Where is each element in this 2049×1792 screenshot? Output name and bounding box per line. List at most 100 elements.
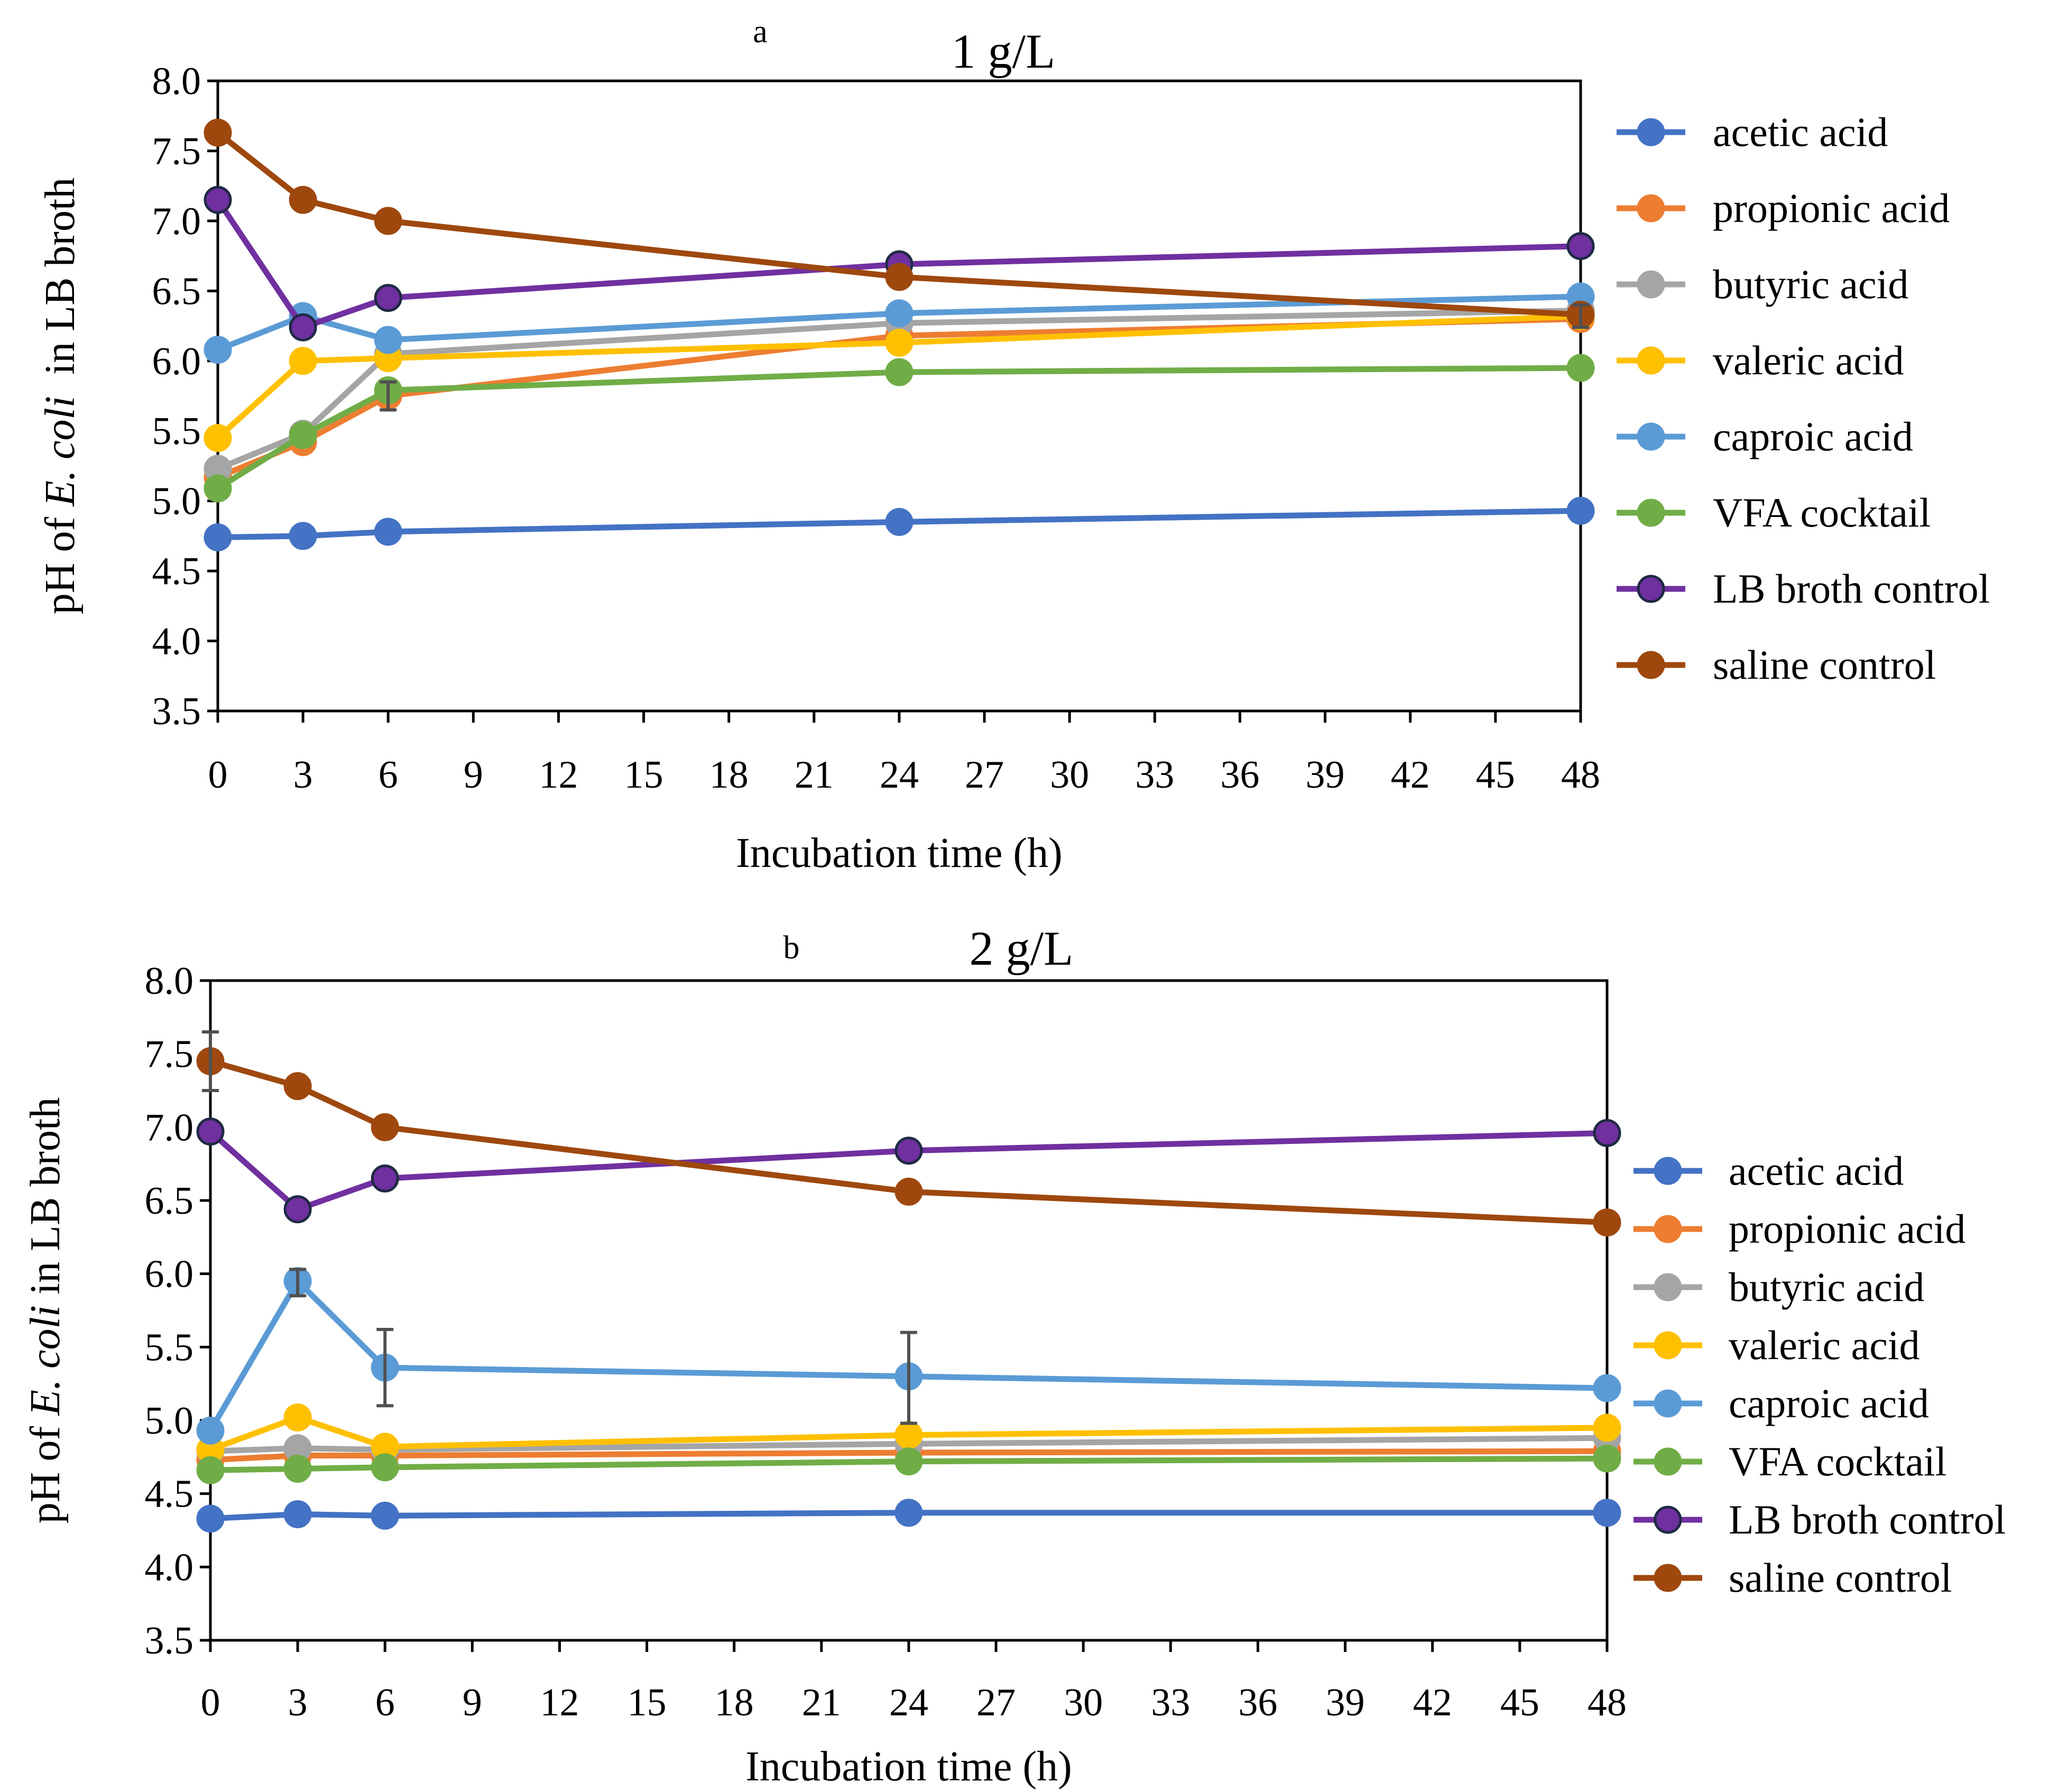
legend-item: VFA cocktail (1633, 1438, 1946, 1484)
legend-swatch-marker (1654, 1447, 1682, 1476)
data-point (1593, 1414, 1621, 1442)
x-axis-title: Incubation time (h) (736, 830, 1063, 876)
legend-item: saline control (1633, 1555, 1952, 1601)
data-point (885, 299, 913, 328)
x-tick-label: 42 (1413, 1681, 1452, 1724)
data-point (885, 507, 913, 536)
x-tick-label: 36 (1221, 753, 1260, 797)
legend-label: valeric acid (1729, 1322, 1920, 1368)
y-axis-title-suffix: in LB broth (22, 1097, 69, 1305)
data-point (894, 1177, 923, 1206)
data-point (371, 1501, 399, 1530)
legend-item: LB broth control (1633, 1497, 2006, 1542)
y-tick-label: 6.0 (152, 340, 201, 383)
x-tick-label: 27 (965, 753, 1004, 797)
legend-item: saline control (1617, 642, 1936, 688)
x-tick-label: 24 (880, 753, 919, 797)
data-point (283, 1072, 312, 1101)
data-point (885, 358, 913, 386)
x-tick-label: 21 (795, 753, 834, 797)
data-point (204, 186, 232, 214)
y-axis-title-organism: E. coli (37, 396, 84, 507)
x-tick-label: 0 (208, 753, 228, 797)
legend-item: LB broth control (1617, 566, 1990, 612)
x-tick-label: 48 (1587, 1681, 1627, 1724)
y-tick-label: 6.5 (145, 1179, 194, 1223)
data-point (283, 1403, 312, 1431)
y-tick-label: 4.5 (152, 550, 201, 593)
y-tick-label: 4.0 (152, 620, 201, 663)
legend-item: propionic acid (1633, 1206, 1965, 1252)
x-tick-label: 30 (1050, 753, 1089, 797)
x-tick-label: 45 (1476, 753, 1515, 797)
data-point (1566, 496, 1595, 525)
data-point (894, 1137, 923, 1165)
panel-letter: a (753, 14, 768, 50)
legend-label: LB broth control (1729, 1497, 2006, 1542)
data-point (1566, 354, 1595, 382)
data-point (1593, 1444, 1621, 1473)
legend-swatch-marker (1637, 498, 1665, 527)
x-tick-label: 45 (1500, 1681, 1539, 1724)
data-point (1593, 1208, 1621, 1237)
data-point (204, 336, 232, 364)
x-tick-label: 27 (976, 1681, 1016, 1724)
y-tick-label: 5.5 (145, 1326, 194, 1369)
x-tick-label: 18 (709, 753, 749, 797)
x-tick-label: 33 (1151, 1681, 1190, 1724)
x-tick-label: 24 (889, 1681, 928, 1724)
data-point (371, 1453, 399, 1482)
data-point (204, 523, 232, 552)
error-bar (289, 1268, 307, 1298)
legend-swatch-marker (1637, 118, 1665, 146)
x-tick-label: 6 (375, 1681, 395, 1724)
y-tick-label: 5.0 (152, 480, 201, 523)
legend-swatch-marker (1654, 1505, 1682, 1534)
data-point (204, 423, 232, 452)
panel-letter: b (783, 930, 800, 966)
y-axis-title-prefix: pH of (22, 1416, 69, 1523)
data-point (289, 421, 317, 449)
legend-item: VFA cocktail (1617, 489, 1931, 535)
y-tick-label: 5.5 (152, 410, 201, 453)
x-tick-label: 39 (1306, 753, 1345, 797)
data-point (894, 1499, 923, 1527)
y-tick-label: 3.5 (152, 690, 201, 733)
x-tick-label: 18 (715, 1681, 754, 1724)
data-point (196, 1416, 225, 1445)
legend-label: propionic acid (1713, 185, 1950, 231)
x-tick-label: 33 (1135, 753, 1174, 797)
legend-swatch-marker (1637, 651, 1665, 679)
x-tick-label: 36 (1239, 1681, 1278, 1724)
legend-swatch-marker (1637, 194, 1665, 223)
y-axis-title: pH of E. coli in LB broth (37, 178, 84, 615)
y-tick-label: 6.5 (152, 270, 201, 313)
data-point (371, 1113, 399, 1141)
x-tick-label: 0 (201, 1681, 220, 1724)
legend-item: valeric acid (1617, 337, 1904, 383)
legend-swatch-marker (1637, 422, 1665, 451)
x-tick-label: 9 (464, 753, 483, 797)
data-point (894, 1421, 923, 1449)
x-tick-label: 42 (1391, 753, 1430, 797)
y-axis-title: pH of E. coli in LB broth (22, 1097, 69, 1524)
data-point (374, 207, 402, 235)
legend-label: acetic acid (1713, 109, 1888, 155)
y-tick-label: 3.5 (145, 1619, 194, 1662)
data-point (283, 1195, 312, 1224)
data-point (196, 1117, 225, 1146)
legend: acetic acid propionic acid butyric acid val… (1617, 109, 1990, 688)
legend-label: caproic acid (1729, 1380, 1929, 1426)
data-point (283, 1455, 312, 1483)
data-point (204, 474, 232, 503)
data-point (374, 326, 402, 354)
plot-frame (216, 79, 1582, 713)
x-tick-label: 6 (379, 753, 398, 797)
legend-item: propionic acid (1617, 185, 1950, 231)
legend-item: acetic acid (1617, 109, 1888, 155)
error-bar (202, 1030, 219, 1092)
legend-label: butyric acid (1729, 1264, 1924, 1310)
data-point (885, 263, 913, 291)
y-axis-title-prefix: pH of (37, 506, 84, 614)
